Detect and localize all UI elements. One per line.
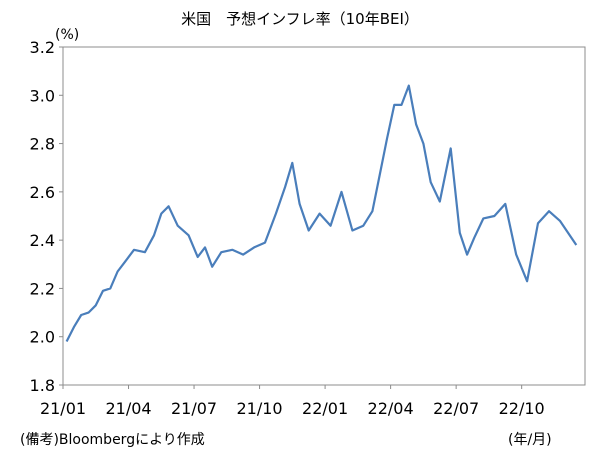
x-tick-label: 22/10 bbox=[499, 399, 545, 418]
y-tick-label: 1.8 bbox=[30, 376, 55, 395]
y-tick-label: 3.0 bbox=[30, 86, 55, 105]
y-tick-label: 2.2 bbox=[30, 279, 55, 298]
x-axis-unit: (年/月) bbox=[508, 432, 552, 448]
y-tick-label: 2.6 bbox=[30, 183, 55, 202]
y-tick-label: 2.4 bbox=[30, 231, 55, 250]
x-tick-label: 21/04 bbox=[105, 399, 151, 418]
x-tick-label: 22/07 bbox=[433, 399, 479, 418]
plot-area bbox=[62, 46, 586, 386]
source-note: (備考)Bloombergにより作成 bbox=[20, 432, 205, 448]
x-tick-label: 21/10 bbox=[237, 399, 283, 418]
y-tick-label: 2.8 bbox=[30, 135, 55, 154]
chart-title: 米国 予想インフレ率（10年BEI） bbox=[181, 10, 419, 28]
x-tick-label: 22/01 bbox=[302, 399, 348, 418]
x-axis: 21/01 21/04 21/07 21/10 22/01 22/04 22/07 22/10 bbox=[40, 385, 545, 418]
x-tick-label: 21/01 bbox=[40, 399, 86, 418]
x-tick-label: 21/07 bbox=[171, 399, 217, 418]
x-tick-label: 22/04 bbox=[368, 399, 414, 418]
y-tick-label: 2.0 bbox=[30, 328, 55, 347]
bei-series-line bbox=[65, 84, 578, 342]
y-axis: 1.8 2.0 2.2 2.4 2.6 2.8 3.0 3.2 bbox=[30, 38, 63, 395]
y-axis-label: (%) bbox=[55, 27, 79, 43]
y-tick-label: 3.2 bbox=[30, 38, 55, 57]
